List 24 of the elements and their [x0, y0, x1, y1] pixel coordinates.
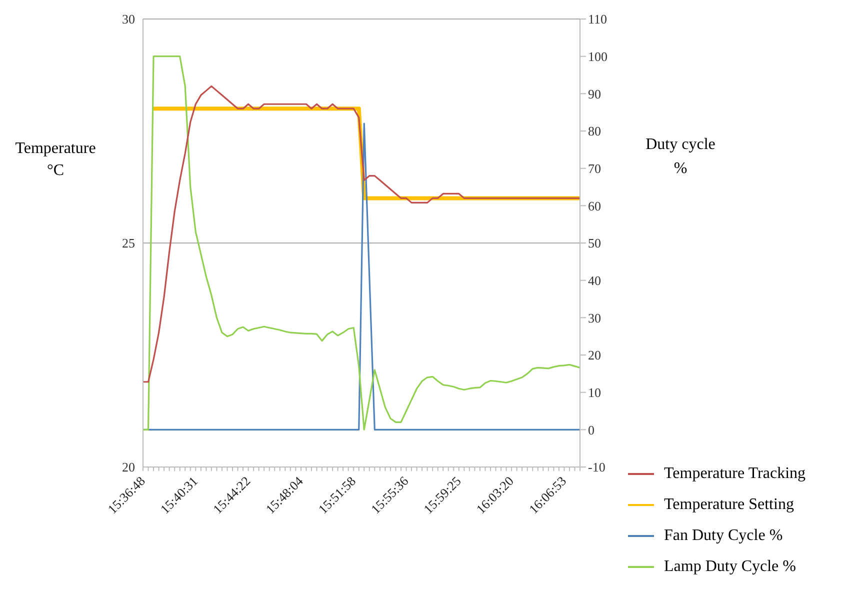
y-tick-label: 20	[122, 460, 135, 475]
y2-tick-label: 110	[588, 12, 608, 27]
legend-label: Lamp Duty Cycle %	[664, 558, 796, 576]
y2-axis-title: Duty cycle %	[644, 135, 716, 179]
y2-tick-label: 100	[588, 48, 608, 64]
legend-label: Temperature Tracking	[664, 464, 806, 482]
y2-tick-label: 50	[588, 236, 601, 251]
line-series	[142, 85, 581, 383]
y2-tick-label: 10	[588, 384, 601, 400]
y-axis-title: Temperature °C	[14, 139, 97, 181]
y2-tick-label: 30	[588, 310, 601, 326]
legend-label: Temperature Setting	[664, 496, 794, 514]
y2-tick-label: -10	[588, 460, 606, 475]
y2-tick-label: 80	[588, 124, 601, 139]
y2-tick-label: 90	[588, 86, 601, 102]
y-tick-label: 30	[122, 12, 135, 27]
y2-tick-label: 70	[588, 160, 601, 176]
y2-tick-label: 0	[588, 422, 594, 438]
y-tick-label: 25	[122, 236, 135, 251]
y2-tick-label: 40	[588, 272, 601, 288]
y2-tick-label: 60	[588, 198, 601, 214]
line-series	[142, 56, 581, 430]
legend-label: Fan Duty Cycle %	[664, 526, 783, 544]
y2-tick-label: 20	[588, 348, 601, 363]
